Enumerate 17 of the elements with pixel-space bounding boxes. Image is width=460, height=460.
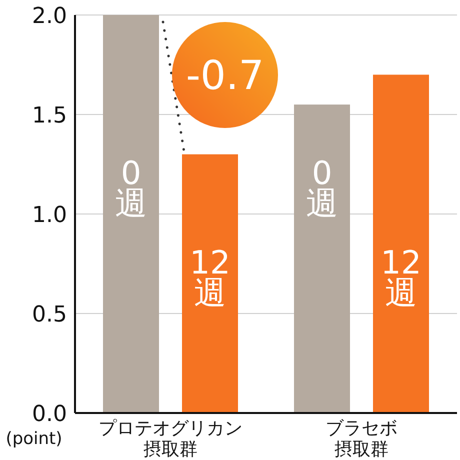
annotation: 12 週 [380,244,422,312]
bar [373,74,429,413]
bar [182,154,238,413]
annotation: 0 週 [306,154,338,222]
bar [103,15,159,413]
y-tick-label: 1.0 [32,203,67,228]
series-label: 0 週 [115,154,147,222]
series-label: 12 週 [190,244,230,312]
x-tick-label: ブラセボ摂取群 [326,418,398,460]
y-tick-label: 1.5 [32,104,67,128]
y-axis-title: (point) [6,429,62,449]
annotation: -0.7 [186,53,264,99]
y-tick-label: 0.0 [32,402,67,427]
y-tick-label: 0.5 [32,302,67,328]
x-tick-label: プロテオグリカン摂取群 [98,418,242,460]
y-tick-label: 2.0 [32,4,67,29]
bar [294,104,350,413]
